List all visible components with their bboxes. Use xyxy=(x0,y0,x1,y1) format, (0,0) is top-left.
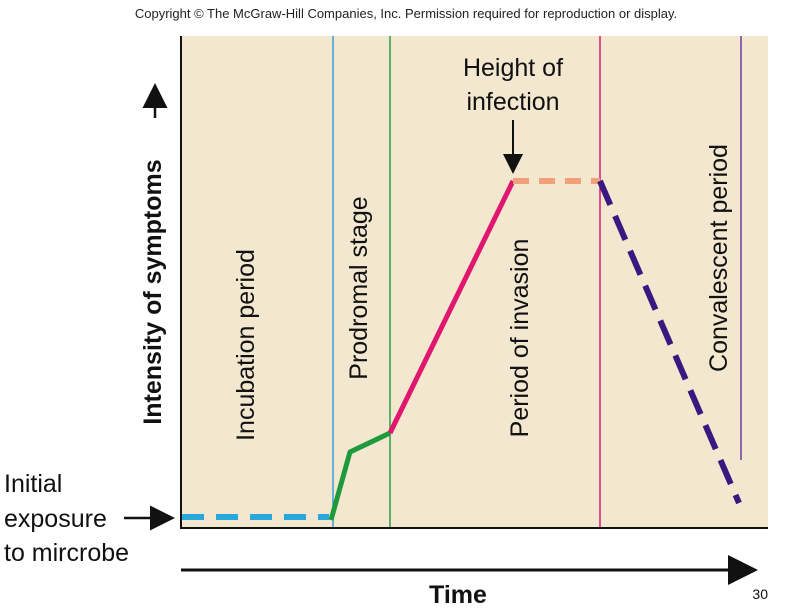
exposure-label-line2: exposure xyxy=(4,505,107,533)
peak-label-line1: Height of xyxy=(463,54,563,82)
invasion-segment xyxy=(387,179,516,435)
y-axis-label: Intensity of symptoms xyxy=(139,159,167,424)
stage-label-invasion: Period of invasion xyxy=(506,239,534,438)
stage-label-incubation: Incubation period xyxy=(232,249,260,441)
stage-label-prodromal: Prodromal stage xyxy=(345,196,373,379)
stage-label-convalescent: Convalescent period xyxy=(705,144,733,372)
plot-area xyxy=(181,36,768,527)
page-number: 30 xyxy=(752,586,768,602)
copyright-notice: Copyright © The McGraw-Hill Companies, I… xyxy=(134,6,678,21)
exposure-label-line1: Initial xyxy=(4,470,62,498)
exposure-label-line3: to mircrobe xyxy=(4,539,129,567)
prodromal-segment xyxy=(328,430,392,521)
x-axis-label: Time xyxy=(429,581,487,609)
convalescent-segment xyxy=(597,179,742,505)
peak-label-line2: infection xyxy=(466,88,559,116)
